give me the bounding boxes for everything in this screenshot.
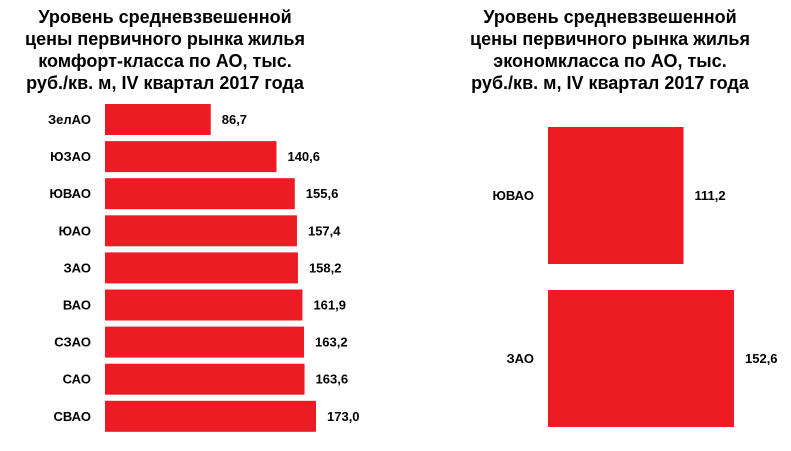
- category-label: ЗАО: [64, 260, 91, 275]
- category-label: САО: [63, 372, 91, 387]
- category-label: ЗелАО: [48, 112, 91, 127]
- value-label: 173,0: [327, 409, 360, 424]
- value-label: 155,6: [306, 186, 339, 201]
- bar: [105, 141, 277, 173]
- category-label: СВАО: [54, 409, 91, 424]
- bar: [105, 326, 305, 358]
- bar: [105, 104, 211, 135]
- category-label: ЮВАО: [50, 186, 91, 201]
- category-label: ВАО: [63, 298, 91, 313]
- bar: [105, 363, 305, 395]
- bar: [105, 289, 303, 321]
- category-label: ЗАО: [507, 351, 534, 366]
- value-label: 140,6: [287, 149, 320, 164]
- value-label: 111,2: [695, 188, 726, 203]
- bar: [105, 252, 298, 284]
- value-label: 86,7: [222, 112, 247, 127]
- value-label: 163,6: [316, 372, 349, 387]
- category-label: СЗАО: [54, 335, 91, 350]
- category-label: ЮЗАО: [50, 149, 91, 164]
- value-label: 157,4: [308, 223, 341, 238]
- bar: [548, 127, 684, 264]
- category-label: ЮВАО: [493, 188, 534, 203]
- category-label: ЮАО: [59, 223, 91, 238]
- value-label: 161,9: [313, 298, 346, 313]
- bar: [105, 215, 297, 247]
- chart-title-comfort: Уровень средневзвешенной цены первичного…: [25, 7, 305, 93]
- value-label: 158,2: [309, 260, 342, 275]
- value-label: 152,6: [745, 351, 778, 366]
- bar: [105, 400, 316, 432]
- value-label: 163,2: [315, 335, 348, 350]
- chart-title-economy: Уровень средневзвешенной цены первичного…: [470, 7, 750, 93]
- bar: [105, 178, 295, 210]
- bar: [548, 290, 734, 427]
